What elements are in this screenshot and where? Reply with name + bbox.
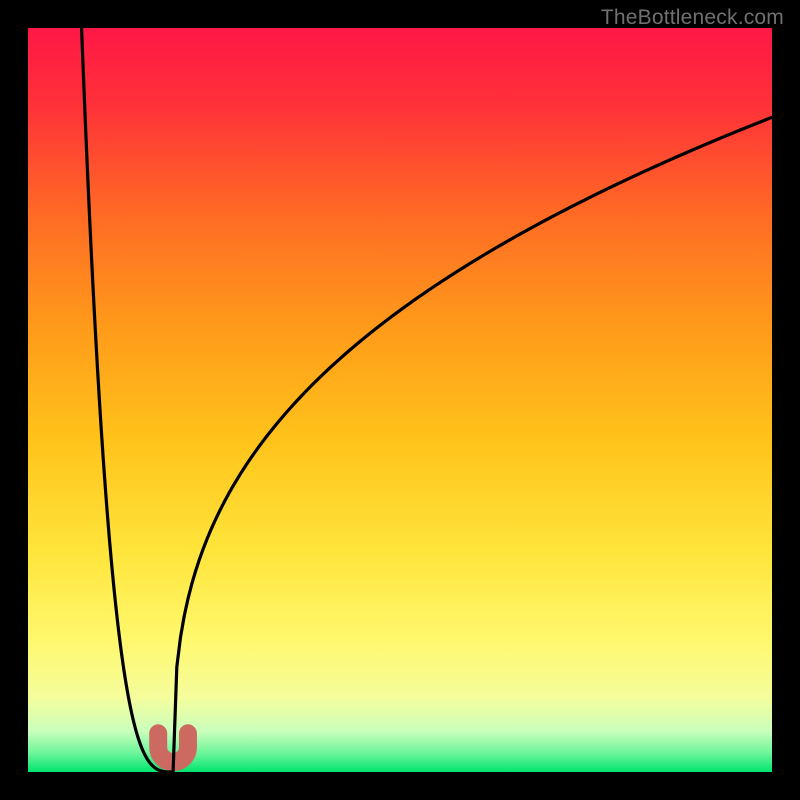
chart-frame: TheBottleneck.com (0, 0, 800, 800)
curve-line (82, 28, 772, 772)
plot-area (28, 28, 772, 772)
watermark-text: TheBottleneck.com (601, 6, 784, 30)
bottleneck-curve (28, 28, 772, 772)
